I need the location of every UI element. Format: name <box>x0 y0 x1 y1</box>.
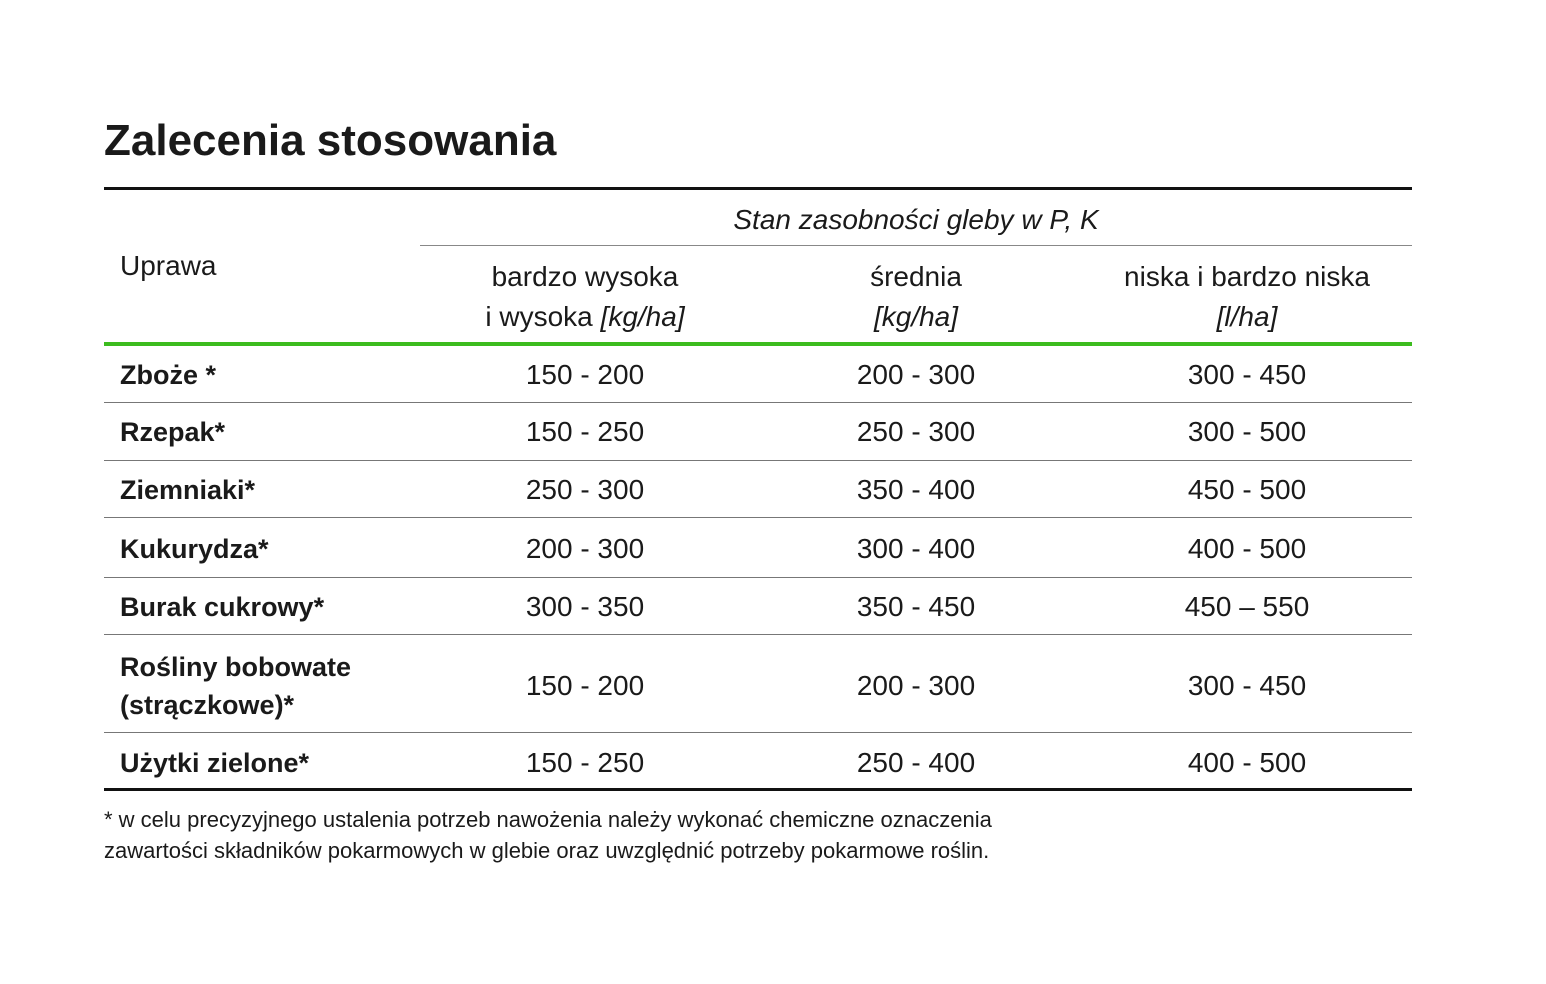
crop-name: Zboże * <box>120 356 216 394</box>
dose-cell: 150 - 200 <box>525 670 645 701</box>
title: Zalecenia stosowania <box>104 116 557 165</box>
dose-cell: 350 - 400 <box>856 474 976 505</box>
dose-cell: 150 - 200 <box>525 359 645 390</box>
dose-cell: 150 - 250 <box>525 747 645 778</box>
dose-cell: 250 - 300 <box>856 416 976 447</box>
dose-cell: 300 - 450 <box>1187 670 1307 701</box>
footnote-line: zawartości składników pokarmowych w gleb… <box>104 838 990 863</box>
dose-cell: 150 - 250 <box>525 416 645 447</box>
dose-cell: 200 - 300 <box>856 359 976 390</box>
row-rule <box>104 460 1412 461</box>
dose-cell: 200 - 300 <box>525 533 645 564</box>
header-rule <box>104 342 1412 346</box>
column-unit: [l/ha] <box>1216 301 1278 332</box>
crop-line: Rośliny bobowate <box>120 652 352 682</box>
column-header-line: i wysoka [kg/ha] <box>485 297 684 337</box>
dose-cell: 200 - 300 <box>856 670 976 701</box>
crop-line: Kukurydza* <box>120 534 269 564</box>
footnote-line: * w celu precyzyjnego ustalenia potrzeb … <box>104 807 992 832</box>
row-rule <box>104 517 1412 518</box>
dose-cell: 250 - 300 <box>525 474 645 505</box>
column-header-line: niska i bardzo niska <box>1124 261 1370 292</box>
row-rule <box>104 577 1412 578</box>
column-unit: [kg/ha] <box>600 301 685 332</box>
dose-cell: 300 - 500 <box>1187 416 1307 447</box>
top-rule <box>104 187 1412 190</box>
dose-cell: 400 - 500 <box>1187 533 1307 564</box>
group-header: Stan zasobności gleby w P, K <box>733 204 1099 235</box>
crop-name: Kukurydza* <box>120 530 269 568</box>
dose-cell: 450 - 500 <box>1187 474 1307 505</box>
crop-name: Burak cukrowy* <box>120 588 324 626</box>
crop-line: Rzepak* <box>120 417 226 447</box>
column-header-line: [kg/ha] <box>870 297 962 337</box>
dose-cell: 300 - 400 <box>856 533 976 564</box>
column-header-line: [l/ha] <box>1124 297 1370 337</box>
dose-cell: 450 – 550 <box>1184 591 1310 622</box>
dose-cell: 300 - 350 <box>525 591 645 622</box>
bottom-rule <box>104 788 1412 791</box>
column-header: niska i bardzo niska [l/ha] <box>1124 257 1370 337</box>
crop-name: Użytki zielone* <box>120 744 309 782</box>
crop-line: Ziemniaki* <box>120 475 256 505</box>
row-rule <box>104 634 1412 635</box>
crop-line: Burak cukrowy* <box>120 592 325 622</box>
dose-cell: 350 - 450 <box>856 591 976 622</box>
dose-cell: 250 - 400 <box>856 747 976 778</box>
dose-cell: 400 - 500 <box>1187 747 1307 778</box>
group-rule <box>420 245 1412 246</box>
crop-name: Rzepak* <box>120 413 225 451</box>
column-header-line: bardzo wysoka <box>491 261 679 292</box>
row-rule <box>104 402 1412 403</box>
row-header: Uprawa <box>120 250 217 281</box>
crop-line: Zboże * <box>120 360 217 390</box>
column-header: bardzo wysoka i wysoka [kg/ha] <box>485 257 684 337</box>
column-unit: [kg/ha] <box>873 301 959 332</box>
dose-cell: 300 - 450 <box>1187 359 1307 390</box>
column-header-text: i wysoka <box>485 301 593 332</box>
crop-name: Rośliny bobowate (strączkowe)* <box>120 648 351 724</box>
crop-line: (strączkowe)* <box>120 690 295 720</box>
column-header: średnia [kg/ha] <box>870 257 962 337</box>
row-rule <box>104 732 1412 733</box>
column-header-line: średnia <box>870 261 962 292</box>
crop-line: Użytki zielone* <box>120 748 310 778</box>
crop-name: Ziemniaki* <box>120 471 255 509</box>
